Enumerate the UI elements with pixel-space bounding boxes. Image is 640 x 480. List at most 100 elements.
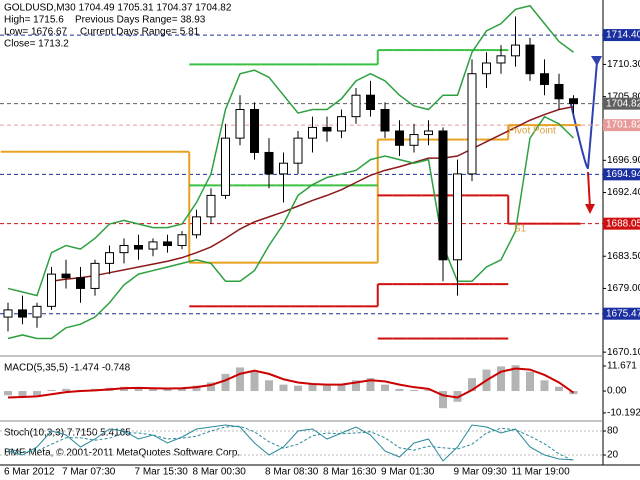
trend-arrow	[569, 61, 598, 170]
candle-body	[337, 116, 346, 132]
stat-text: Previous Days Range= 38.93	[75, 15, 206, 26]
trend-arrow	[587, 171, 591, 209]
y-tick-label: 1670.10	[607, 347, 640, 358]
candle-body	[148, 241, 158, 250]
arrow-head	[585, 204, 595, 214]
price-box-label: 1675.47	[606, 308, 640, 319]
candle-body	[308, 126, 317, 139]
candle-body	[322, 126, 332, 132]
candle-body	[409, 134, 419, 146]
candle-body	[525, 44, 535, 75]
candle-body	[134, 244, 143, 250]
x-tick-label: 8 Mar 00:30	[193, 467, 247, 478]
candle-body	[250, 109, 259, 153]
histogram-bar	[47, 389, 56, 392]
candle-body	[177, 234, 187, 246]
histogram-bar	[323, 385, 331, 392]
x-tick-label: 11 Mar 19:00	[512, 467, 571, 478]
histogram-bar	[207, 382, 215, 392]
copyright: BMF-Meta, © 2001-2011 MetaQuotes Softwar…	[4, 448, 240, 459]
histogram-bar	[221, 373, 230, 392]
y-tick-label: 1692.40	[607, 187, 640, 198]
candle-body	[119, 244, 129, 254]
candle-body	[47, 273, 56, 307]
price-box-label: 1688.05	[606, 218, 640, 229]
histogram-bar	[33, 391, 41, 396]
histogram-bar	[62, 388, 70, 392]
y-tick-label: 1683.50	[607, 251, 640, 262]
candle-body	[366, 94, 375, 111]
stat-text: High= 1715.6	[4, 15, 64, 26]
price-box	[603, 29, 640, 42]
candle-body	[482, 62, 491, 75]
histogram-bar	[366, 378, 375, 392]
y-tick-label: 1696.90	[607, 155, 640, 166]
candle-body	[351, 94, 361, 118]
histogram-bar	[526, 371, 534, 392]
histogram-bar	[163, 388, 172, 392]
x-tick-label: 8 Mar 08:30	[265, 467, 319, 478]
histogram-bar	[149, 388, 157, 392]
histogram-bar	[308, 384, 317, 392]
histogram-bar	[410, 389, 418, 392]
stoch-line	[7, 424, 574, 462]
histogram-bar	[439, 391, 447, 409]
price-box	[603, 168, 640, 181]
level-annotation: Pivot Point	[508, 126, 556, 137]
candle-body	[206, 194, 216, 218]
histogram-bar	[294, 385, 302, 392]
candle-body	[105, 252, 114, 264]
histogram-bar	[555, 386, 563, 392]
price-box	[603, 119, 640, 132]
histogram-bar	[265, 380, 273, 392]
candle-body	[293, 137, 303, 164]
price-box-label: 1701.82	[606, 120, 640, 131]
candle-body	[438, 130, 448, 261]
price-box-label: 1714.40	[606, 30, 640, 41]
arrow-head	[591, 56, 602, 66]
histogram-bar	[424, 389, 433, 392]
histogram-bar	[250, 371, 259, 392]
histogram-bar	[511, 365, 520, 392]
stoch-title: Stoch(10,3,3) 7.7150 5.4165	[4, 428, 131, 439]
price-box	[603, 97, 640, 110]
y-tick-label: 1705.80	[607, 91, 640, 102]
histogram-bar	[192, 385, 201, 392]
histogram-bar	[18, 391, 27, 397]
x-tick-label: 7 Mar 15:30	[135, 467, 189, 478]
histogram-bar	[381, 384, 389, 392]
candle-body	[18, 309, 27, 318]
candle-body	[32, 305, 42, 318]
y-tick-label: 80	[607, 426, 619, 437]
bollinger-band	[7, 115, 575, 340]
histogram-bar	[236, 367, 244, 392]
stat-text: Current Days Range= 5.81	[80, 27, 200, 38]
candle-body	[192, 216, 201, 236]
histogram-bar	[352, 380, 360, 392]
x-tick-label: 6 Mar 2012	[4, 467, 55, 478]
histogram-bar	[337, 384, 346, 392]
price-box	[603, 217, 640, 230]
stat-text: Close= 1713.2	[4, 39, 69, 50]
candle-body	[453, 173, 462, 261]
chart-title: GOLDUSD,M30 1704.49 1705.31 1704.37 1704…	[4, 3, 232, 14]
level-annotation: S1	[514, 224, 527, 235]
candle-body	[395, 130, 404, 146]
candle-body	[61, 273, 71, 279]
histogram-bar	[540, 380, 549, 392]
candle-body	[3, 309, 13, 318]
candle-body	[424, 130, 433, 136]
candle-body	[496, 55, 506, 64]
signal-line	[7, 367, 575, 399]
candle-body	[467, 73, 477, 175]
x-tick-label: 8 Mar 16:30	[323, 467, 377, 478]
y-tick-label: 1679.00	[607, 283, 640, 294]
candle-body	[235, 109, 245, 139]
candle-body	[163, 241, 172, 246]
stoch-line	[7, 425, 574, 462]
candle-body	[264, 151, 274, 175]
histogram-bar	[279, 384, 288, 392]
x-tick-label: 9 Mar 01:30	[381, 467, 435, 478]
